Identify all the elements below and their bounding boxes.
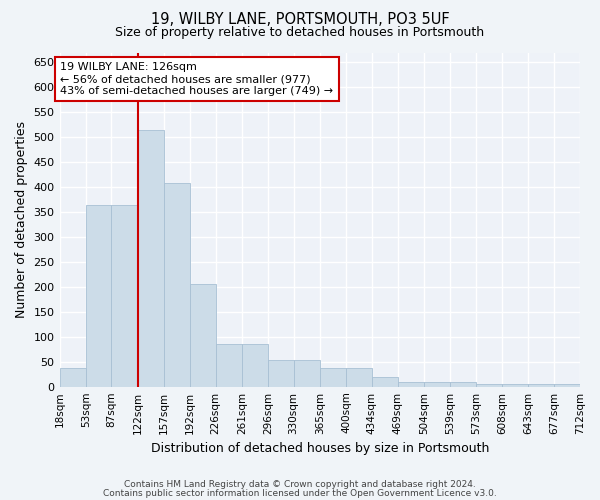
- Y-axis label: Number of detached properties: Number of detached properties: [15, 121, 28, 318]
- Bar: [137, 130, 164, 386]
- Bar: [528, 384, 554, 386]
- Bar: [242, 344, 268, 387]
- Bar: [215, 344, 242, 387]
- Text: Size of property relative to detached houses in Portsmouth: Size of property relative to detached ho…: [115, 26, 485, 39]
- Bar: [502, 384, 528, 386]
- Bar: [164, 183, 190, 386]
- Text: 19, WILBY LANE, PORTSMOUTH, PO3 5UF: 19, WILBY LANE, PORTSMOUTH, PO3 5UF: [151, 12, 449, 28]
- Bar: [190, 284, 215, 386]
- Bar: [346, 368, 371, 386]
- Bar: [424, 382, 450, 386]
- Text: 19 WILBY LANE: 126sqm
← 56% of detached houses are smaller (977)
43% of semi-det: 19 WILBY LANE: 126sqm ← 56% of detached …: [60, 62, 334, 96]
- Text: Contains public sector information licensed under the Open Government Licence v3: Contains public sector information licen…: [103, 488, 497, 498]
- Bar: [450, 382, 476, 386]
- Text: Contains HM Land Registry data © Crown copyright and database right 2024.: Contains HM Land Registry data © Crown c…: [124, 480, 476, 489]
- Bar: [554, 384, 580, 386]
- Bar: [86, 204, 111, 386]
- Bar: [398, 382, 424, 386]
- Bar: [59, 368, 86, 386]
- Bar: [293, 360, 320, 386]
- Bar: [268, 360, 293, 386]
- Bar: [320, 368, 346, 386]
- X-axis label: Distribution of detached houses by size in Portsmouth: Distribution of detached houses by size …: [151, 442, 489, 455]
- Bar: [476, 384, 502, 386]
- Bar: [371, 376, 398, 386]
- Bar: [111, 204, 137, 386]
